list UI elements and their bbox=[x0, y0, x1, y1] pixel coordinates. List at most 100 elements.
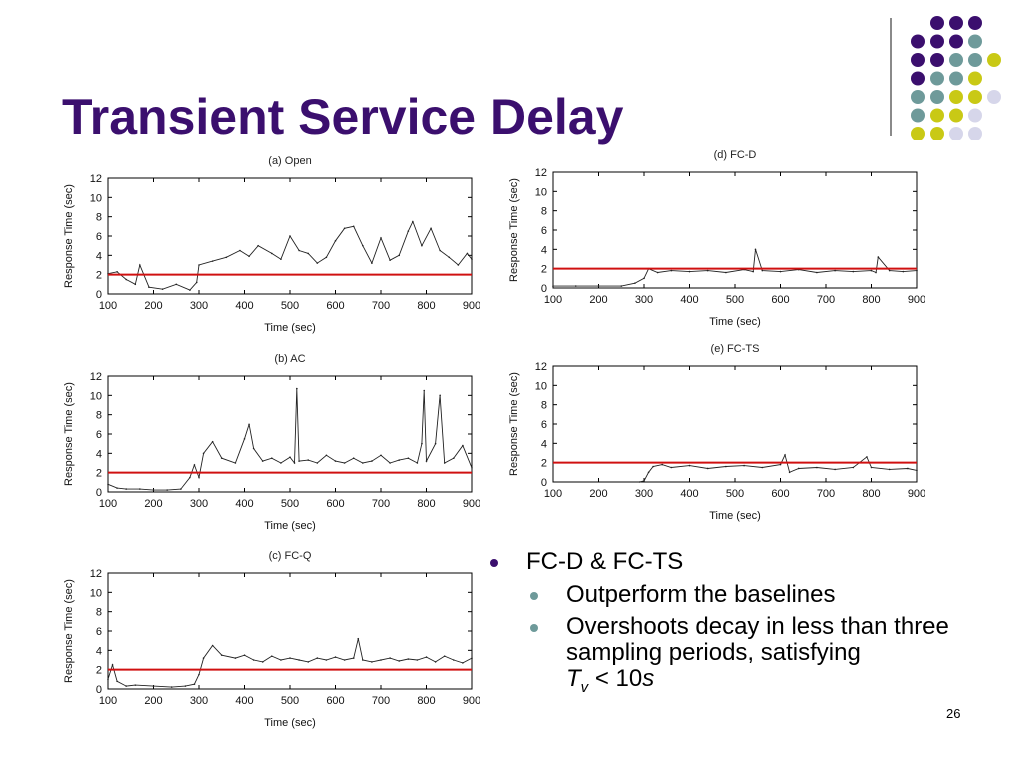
plot-frame bbox=[107, 375, 473, 493]
response-time-point bbox=[152, 489, 155, 491]
decorative-dot bbox=[911, 53, 925, 67]
y-tick-label: 4 bbox=[541, 244, 547, 256]
x-tick-label: 400 bbox=[235, 300, 253, 312]
response-time-point bbox=[439, 394, 441, 397]
y-tick-label: 2 bbox=[96, 270, 102, 282]
response-time-point bbox=[371, 262, 373, 264]
decorative-dot bbox=[930, 90, 944, 104]
response-time-point bbox=[193, 683, 196, 685]
x-tick-label: 500 bbox=[281, 498, 299, 510]
x-tick-label: 800 bbox=[862, 488, 880, 500]
x-tick-label: 700 bbox=[372, 300, 390, 312]
x-tick-label: 700 bbox=[817, 294, 835, 306]
response-time-point bbox=[307, 459, 309, 461]
response-time-point bbox=[752, 270, 754, 273]
response-time-point bbox=[289, 235, 291, 237]
bullet-subitem-1: Outperform the baselines bbox=[490, 582, 1010, 608]
response-time-point bbox=[362, 659, 364, 661]
response-time-series-line bbox=[107, 388, 473, 491]
y-tick-label: 12 bbox=[90, 371, 102, 383]
chart-panel-c-fc-q: (c) FC-Q 0 2 4 6 8 10 12 100 200 300 400 500 600 700 80… bbox=[60, 547, 480, 737]
response-time-point bbox=[754, 248, 757, 251]
y-tick-label: 10 bbox=[535, 186, 547, 198]
x-tick-label: 600 bbox=[326, 498, 344, 510]
bullet-sub2-text: Overshoots decay in less than three samp… bbox=[566, 613, 949, 666]
response-time-point bbox=[261, 460, 264, 462]
response-time-point bbox=[471, 258, 473, 260]
response-time-point bbox=[211, 440, 214, 443]
plot-frame bbox=[552, 365, 918, 483]
response-time-point bbox=[248, 423, 250, 426]
response-time-point bbox=[139, 488, 141, 490]
x-axis-label: Time (sec) bbox=[709, 316, 761, 328]
response-time-point bbox=[784, 454, 786, 456]
y-tick-label: 0 bbox=[541, 283, 547, 295]
response-time-point bbox=[834, 468, 836, 471]
chart-title: (a) Open bbox=[268, 155, 311, 167]
response-time-point bbox=[439, 249, 441, 252]
response-time-point bbox=[389, 462, 391, 464]
x-tick-label: 500 bbox=[281, 695, 299, 707]
response-time-point bbox=[407, 457, 410, 459]
decorative-dot bbox=[968, 34, 982, 49]
y-axis-label: Response Time (sec) bbox=[63, 184, 75, 288]
x-tick-label: 100 bbox=[99, 300, 117, 312]
response-time-point bbox=[334, 460, 337, 462]
y-tick-label: 0 bbox=[96, 684, 102, 696]
response-time-point bbox=[243, 654, 246, 656]
response-time-point bbox=[371, 661, 373, 663]
response-time-point bbox=[362, 244, 364, 247]
response-time-point bbox=[434, 661, 437, 663]
response-time-point bbox=[239, 249, 241, 252]
x-tick-label: 800 bbox=[417, 498, 435, 510]
x-tick-label: 400 bbox=[680, 488, 698, 500]
x-tick-label: 900 bbox=[463, 300, 480, 312]
response-time-point bbox=[316, 262, 319, 264]
decorative-dot bbox=[949, 71, 963, 86]
response-time-point bbox=[466, 252, 469, 255]
y-tick-label: 12 bbox=[90, 173, 102, 185]
chart-panel-d-fc-d: (d) FC-D 0 2 4 6 8 10 12 100 200 300 400 500 600 700 80… bbox=[505, 146, 925, 336]
response-time-point bbox=[198, 476, 200, 479]
response-time-point bbox=[170, 686, 173, 688]
decorative-dot bbox=[949, 34, 963, 49]
response-time-point bbox=[166, 489, 168, 491]
response-time-point bbox=[779, 463, 782, 466]
x-axis-label: Time (sec) bbox=[709, 510, 761, 522]
response-time-point bbox=[916, 269, 918, 272]
decorative-dot bbox=[930, 71, 944, 86]
response-time-point bbox=[225, 256, 228, 259]
formula-line: Tv < 10s bbox=[490, 666, 1010, 701]
x-tick-label: 900 bbox=[908, 488, 925, 500]
y-tick-label: 12 bbox=[535, 361, 547, 373]
response-time-point bbox=[234, 462, 237, 464]
decorative-dot bbox=[930, 16, 944, 30]
response-time-point bbox=[307, 661, 309, 663]
response-time-point bbox=[325, 659, 328, 661]
response-time-point bbox=[220, 457, 223, 459]
response-time-point bbox=[189, 289, 191, 291]
decorative-dot bbox=[968, 53, 982, 67]
response-time-point bbox=[761, 269, 764, 272]
response-time-point bbox=[316, 657, 319, 659]
response-time-point bbox=[111, 664, 114, 666]
bullet-dot-icon bbox=[490, 559, 498, 567]
response-time-point bbox=[916, 469, 918, 472]
response-time-point bbox=[552, 285, 554, 287]
response-time-point bbox=[316, 462, 319, 464]
x-tick-label: 400 bbox=[235, 498, 253, 510]
response-time-point bbox=[443, 655, 446, 657]
x-tick-label: 600 bbox=[771, 294, 789, 306]
y-tick-label: 4 bbox=[541, 438, 547, 450]
response-time-point bbox=[325, 256, 328, 259]
response-time-point bbox=[380, 454, 382, 457]
bullet-sub1-text: Outperform the baselines bbox=[566, 581, 836, 608]
response-time-point bbox=[647, 471, 650, 474]
response-time-point bbox=[743, 464, 745, 467]
decorative-dot bbox=[911, 108, 925, 123]
response-time-point bbox=[597, 285, 600, 287]
response-time-point bbox=[797, 467, 800, 470]
response-time-point bbox=[870, 466, 873, 469]
response-time-point bbox=[280, 462, 282, 464]
response-time-point bbox=[139, 264, 141, 266]
